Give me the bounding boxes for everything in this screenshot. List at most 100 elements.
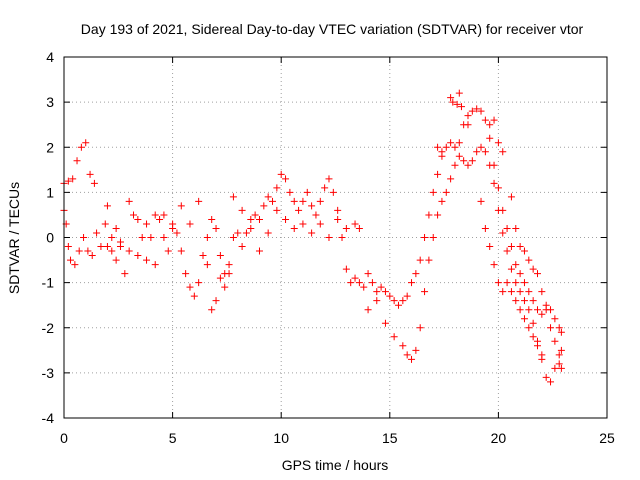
y-tick-label: 0 — [46, 230, 54, 246]
data-point — [282, 175, 290, 183]
data-point — [101, 220, 109, 228]
data-point — [434, 211, 442, 219]
data-point — [516, 243, 524, 251]
data-point — [464, 161, 472, 169]
y-axis-label: SDTVAR / TECUs — [6, 182, 22, 294]
data-point — [355, 279, 363, 287]
data-point — [71, 261, 79, 269]
data-point — [486, 121, 494, 129]
data-point — [386, 292, 394, 300]
data-point — [103, 243, 111, 251]
data-point — [255, 215, 263, 223]
data-point — [455, 139, 463, 147]
data-point — [421, 288, 429, 296]
data-point — [555, 351, 563, 359]
data-point — [529, 265, 537, 273]
data-point — [80, 234, 88, 241]
data-point — [334, 215, 342, 223]
x-tick-label: 5 — [169, 430, 177, 446]
data-point — [75, 247, 83, 255]
data-point — [533, 342, 541, 350]
data-point — [529, 333, 537, 341]
data-point — [342, 224, 350, 232]
data-point — [412, 270, 420, 278]
data-point — [520, 247, 528, 255]
data-point — [429, 188, 437, 196]
y-tick-label: 1 — [46, 184, 54, 200]
data-point — [260, 202, 268, 210]
data-point — [503, 247, 511, 255]
data-point — [325, 234, 333, 241]
data-point — [238, 243, 246, 251]
data-point — [264, 229, 272, 237]
data-point — [151, 211, 159, 219]
data-point — [108, 234, 116, 241]
data-point — [208, 215, 216, 223]
data-point — [447, 94, 455, 102]
data-point — [464, 112, 472, 120]
data-point — [216, 274, 224, 282]
data-point — [490, 116, 498, 124]
data-point — [334, 206, 342, 214]
data-point — [242, 229, 250, 237]
data-point — [486, 134, 494, 142]
y-tick-label: -4 — [42, 410, 55, 426]
data-point — [373, 297, 381, 305]
data-point — [499, 148, 507, 156]
data-point — [421, 234, 429, 241]
data-point — [525, 256, 533, 264]
axis-ticks: 0 5 10 15 20 25 -4 -3 -2 -1 0 1 2 3 4 — [42, 49, 615, 446]
data-point — [282, 215, 290, 223]
data-point — [477, 107, 485, 115]
data-point — [438, 197, 446, 205]
data-point — [538, 288, 546, 296]
data-point — [460, 157, 468, 165]
data-point — [490, 261, 498, 269]
data-point — [473, 105, 481, 113]
data-point — [516, 288, 524, 296]
data-point — [457, 103, 465, 111]
data-point — [73, 157, 81, 165]
data-point — [90, 179, 98, 187]
data-point — [447, 175, 455, 183]
data-point — [542, 301, 550, 309]
data-point — [529, 319, 537, 327]
data-point — [203, 234, 211, 241]
data-point — [303, 188, 311, 196]
y-tick-label: -1 — [42, 275, 55, 291]
data-point — [551, 364, 559, 372]
data-point — [234, 229, 242, 237]
data-point — [464, 121, 472, 129]
data-point — [368, 279, 376, 287]
data-point — [547, 378, 555, 386]
data-point — [351, 274, 359, 282]
data-point — [64, 177, 72, 185]
data-point — [277, 170, 285, 178]
data-point — [507, 265, 515, 273]
data-point — [394, 301, 402, 309]
data-point — [86, 170, 94, 178]
data-point — [269, 197, 277, 205]
data-point — [494, 139, 502, 147]
data-point — [203, 261, 211, 269]
data-point — [238, 206, 246, 214]
data-point — [360, 283, 368, 291]
data-point — [529, 297, 537, 305]
data-point — [557, 364, 565, 372]
data-point — [186, 220, 194, 228]
data-point — [342, 265, 350, 273]
data-point — [434, 143, 442, 151]
y-tick-label: -2 — [42, 320, 55, 336]
y-tick-label: -3 — [42, 365, 55, 381]
data-point — [64, 243, 72, 251]
data-point — [364, 306, 372, 314]
data-point — [481, 148, 489, 156]
data-point — [225, 270, 233, 278]
data-point — [507, 243, 515, 251]
data-point — [295, 206, 303, 214]
data-point — [381, 288, 389, 296]
data-point — [273, 206, 281, 214]
y-tick-label: 2 — [46, 139, 54, 155]
data-point — [125, 197, 133, 205]
